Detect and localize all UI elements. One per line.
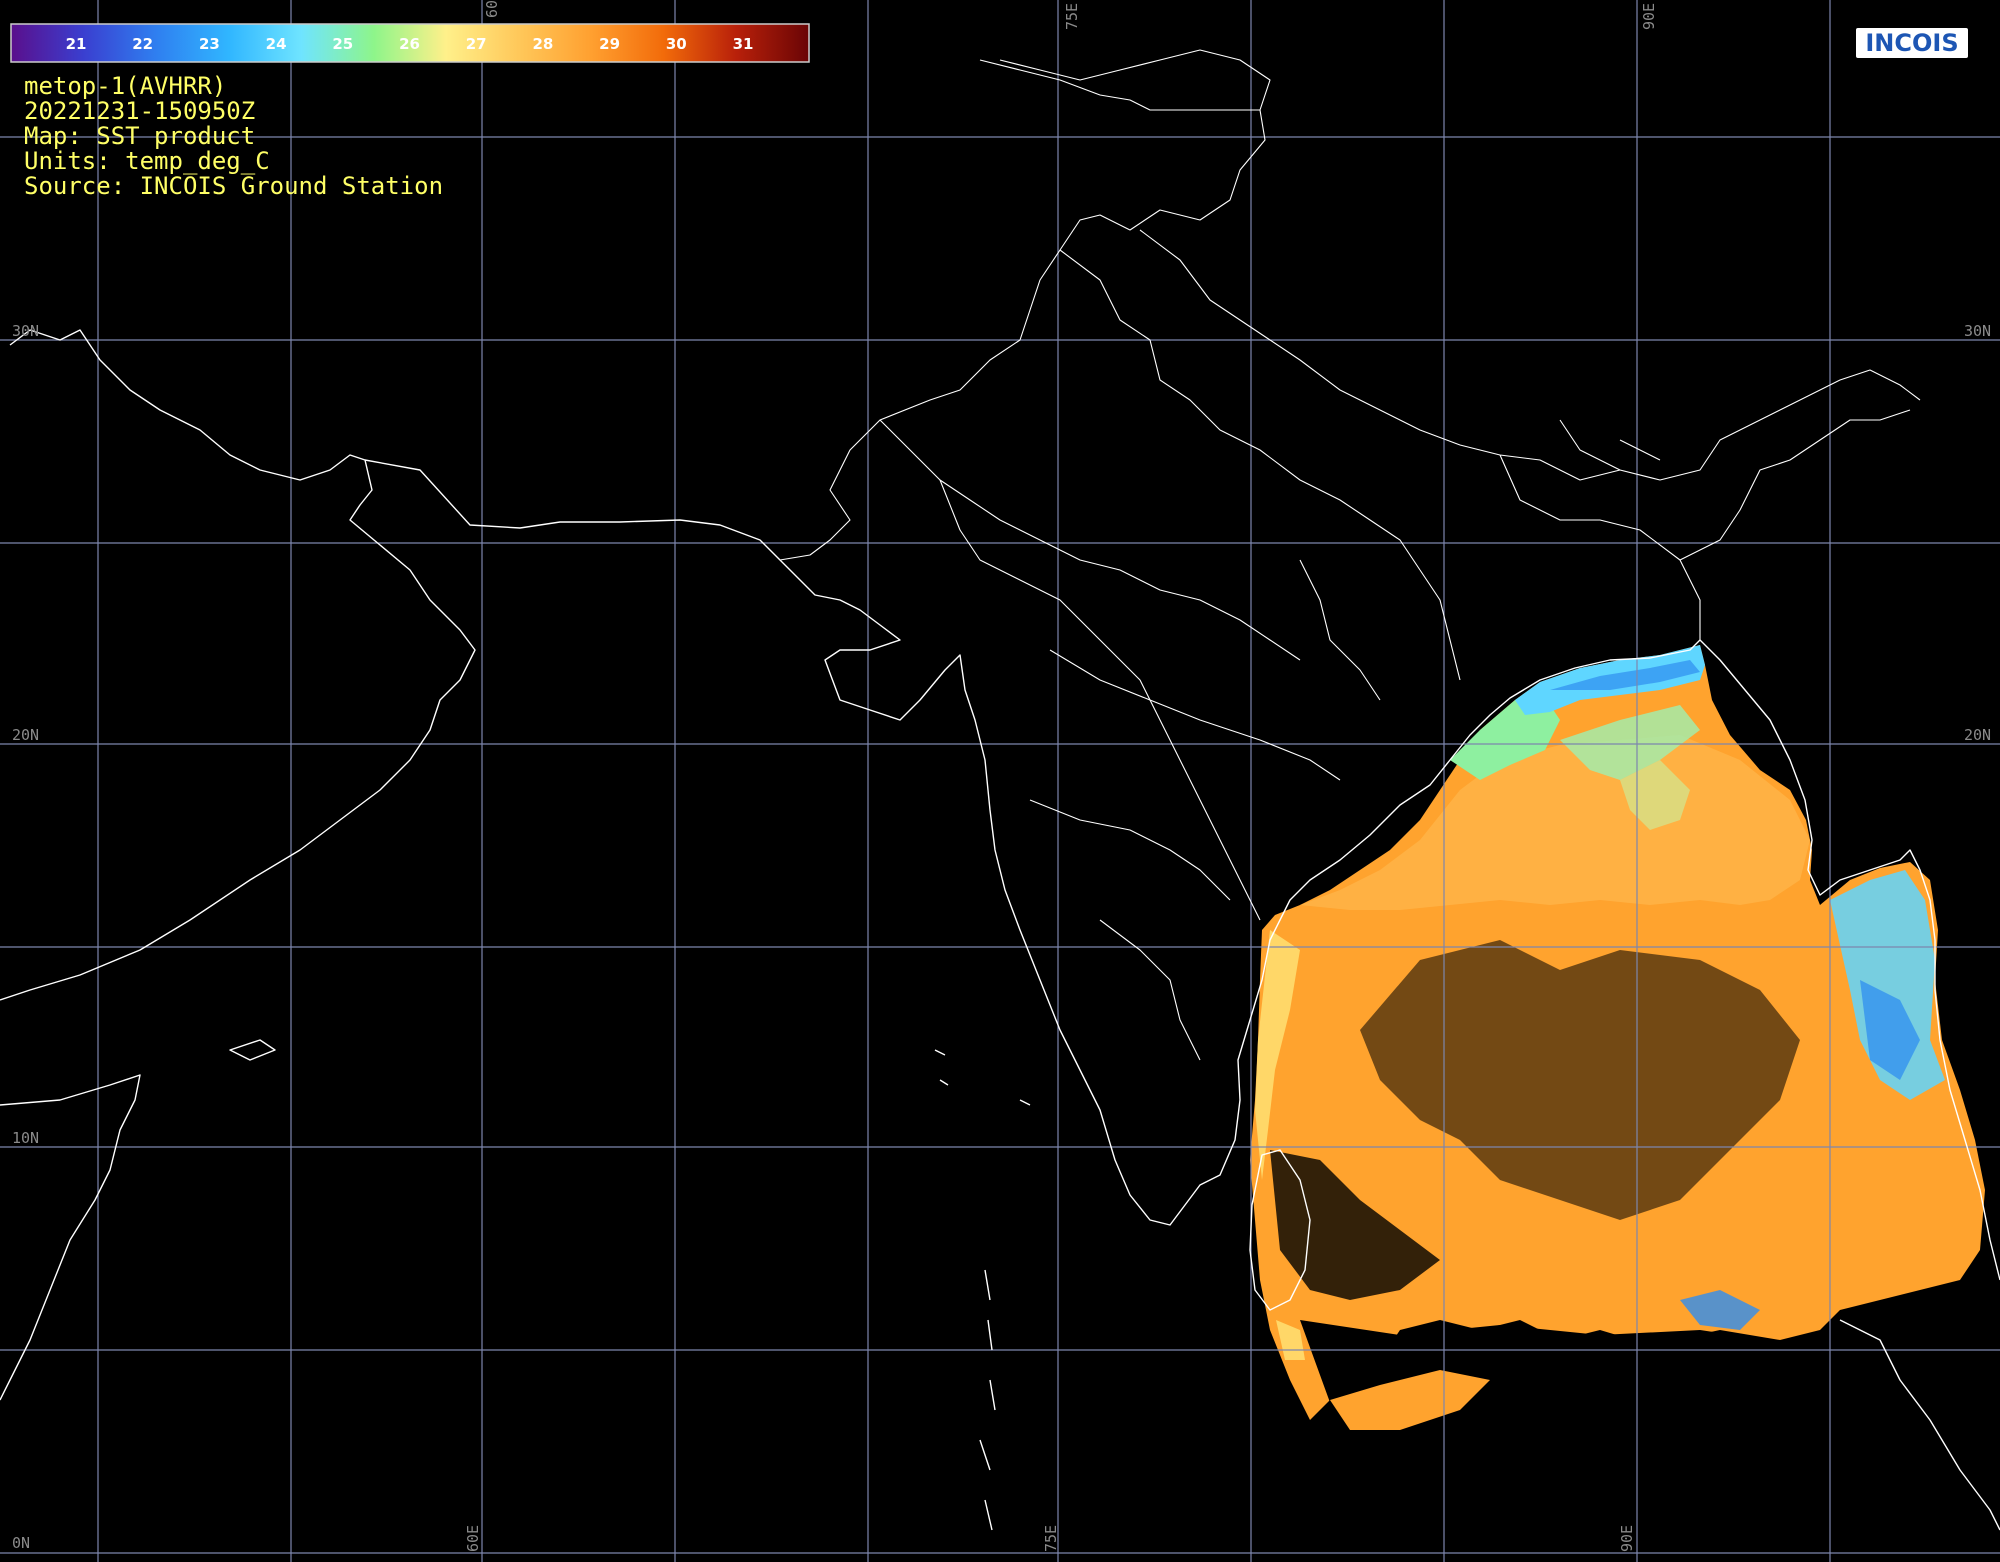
- lon-label-60e-top: 60E: [483, 0, 501, 18]
- lon-label-75e-top: 75E: [1063, 3, 1081, 30]
- colorbar-tick-label: 28: [532, 35, 553, 53]
- source-label: Source: INCOIS Ground Station: [24, 172, 444, 200]
- lon-label-75e-bottom: 75E: [1042, 1525, 1060, 1552]
- lon-label-90e-bottom: 90E: [1618, 1525, 1636, 1552]
- lon-label-60e-bottom: 60E: [464, 1525, 482, 1552]
- product-info: metop-1(AVHRR) 20221231-150950Z Map: SST…: [24, 74, 443, 199]
- lat-label-30n-left: 30N: [12, 322, 39, 340]
- timestamp-label: 20221231-150950Z: [24, 97, 256, 125]
- colorbar-tick-label: 23: [199, 35, 220, 53]
- colorbar-tick-label: 25: [332, 35, 353, 53]
- lat-label-0n-left: 0N: [12, 1534, 30, 1552]
- lat-label-30n-right: 30N: [1964, 322, 1991, 340]
- incois-logo: INCOIS: [1856, 28, 1968, 58]
- coastlines: [0, 329, 2000, 1531]
- logo-text: INCOIS: [1865, 29, 1959, 57]
- colorbar-tick-label: 31: [733, 35, 754, 53]
- colorbar-tick-label: 22: [132, 35, 153, 53]
- satellite-label: metop-1(AVHRR): [24, 72, 227, 100]
- state-borders: [779, 49, 1921, 1061]
- colorbar-tick-label: 21: [66, 35, 87, 53]
- colorbar-tick-label: 26: [399, 35, 420, 53]
- colorbar-gradient: [10, 23, 810, 63]
- lon-label-90e-top: 90E: [1640, 3, 1658, 30]
- lat-label-10n-left: 10N: [12, 1129, 39, 1147]
- lat-label-20n-left: 20N: [12, 726, 39, 744]
- grid-labels: 30N 30N 20N 20N 10N 0N 60E 75E 90E 60E 7…: [12, 0, 1991, 1552]
- colorbar: 21 22 23 24 25 26 27 28 29 30 31: [10, 23, 810, 63]
- colorbar-tick-label: 27: [466, 35, 487, 53]
- colorbar-tick-label: 24: [266, 35, 287, 53]
- lat-label-20n-right: 20N: [1964, 726, 1991, 744]
- colorbar-tick-label: 30: [666, 35, 687, 53]
- colorbar-tick-label: 29: [599, 35, 620, 53]
- units-label: Units: temp_deg_C: [24, 147, 270, 175]
- map-type-label: Map: SST product: [24, 122, 256, 150]
